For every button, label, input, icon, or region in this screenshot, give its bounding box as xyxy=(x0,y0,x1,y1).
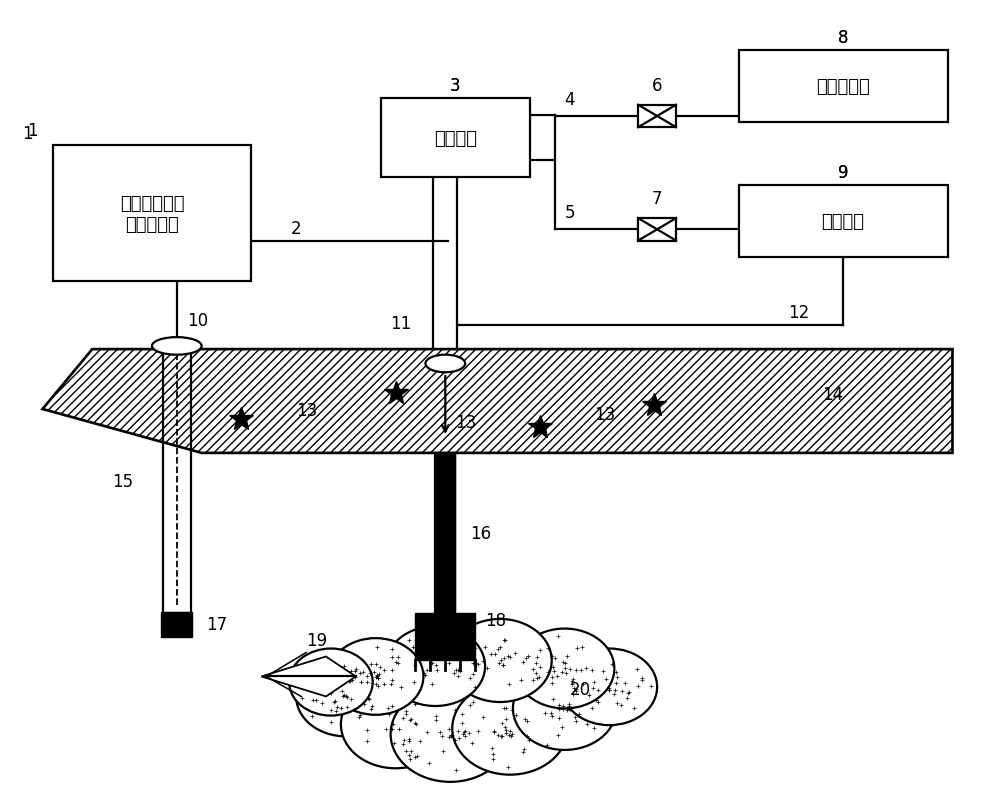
Text: 13: 13 xyxy=(296,401,317,419)
Bar xyxy=(739,186,948,258)
Text: 15: 15 xyxy=(112,472,133,491)
Text: 4: 4 xyxy=(565,91,575,109)
Text: 3: 3 xyxy=(450,76,461,95)
Ellipse shape xyxy=(425,355,465,373)
Text: 16: 16 xyxy=(470,524,491,542)
Text: 3: 3 xyxy=(450,76,461,95)
Text: 高压泵组: 高压泵组 xyxy=(434,129,477,147)
Circle shape xyxy=(448,619,552,702)
Text: 20: 20 xyxy=(570,680,591,698)
Circle shape xyxy=(391,687,510,782)
Circle shape xyxy=(562,649,657,725)
Text: 17: 17 xyxy=(206,615,227,633)
Text: 6: 6 xyxy=(652,76,662,95)
Text: 2: 2 xyxy=(291,219,302,237)
Text: 13: 13 xyxy=(594,405,616,423)
Text: 18: 18 xyxy=(485,611,506,629)
Text: 9: 9 xyxy=(838,165,848,182)
Text: 磁流体容器: 磁流体容器 xyxy=(816,78,870,96)
Polygon shape xyxy=(43,349,952,454)
Text: 11: 11 xyxy=(390,314,411,332)
Bar xyxy=(53,146,251,282)
Circle shape xyxy=(341,681,450,768)
Text: 1: 1 xyxy=(27,122,38,140)
Circle shape xyxy=(515,629,614,708)
Ellipse shape xyxy=(152,338,202,355)
Bar xyxy=(638,106,676,128)
Bar xyxy=(638,219,676,241)
Bar xyxy=(739,51,948,122)
Circle shape xyxy=(296,657,396,736)
Text: 钒井液池: 钒井液池 xyxy=(822,213,865,231)
Text: 13: 13 xyxy=(455,414,477,432)
Text: 19: 19 xyxy=(306,630,327,649)
Circle shape xyxy=(289,649,373,715)
Bar xyxy=(381,99,530,178)
Circle shape xyxy=(513,667,616,750)
Circle shape xyxy=(328,638,423,715)
Text: 7: 7 xyxy=(652,190,662,208)
Text: 8: 8 xyxy=(838,29,848,47)
Text: 5: 5 xyxy=(565,204,575,222)
Polygon shape xyxy=(261,657,356,696)
Text: 14: 14 xyxy=(823,385,844,403)
Text: 9: 9 xyxy=(838,165,848,182)
Text: 实时数据采集
与处理中心: 实时数据采集 与处理中心 xyxy=(120,194,184,234)
Text: 12: 12 xyxy=(788,304,809,322)
Circle shape xyxy=(386,626,485,706)
Text: 10: 10 xyxy=(187,312,208,330)
Circle shape xyxy=(452,683,568,775)
Text: 8: 8 xyxy=(838,29,848,47)
Text: 1: 1 xyxy=(22,124,33,142)
